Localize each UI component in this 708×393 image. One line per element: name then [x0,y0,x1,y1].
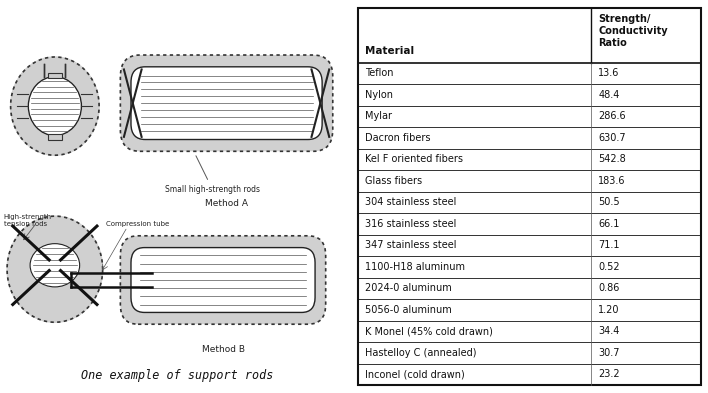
Text: Small high-strength rods: Small high-strength rods [165,156,260,194]
Text: 5056-0 aluminum: 5056-0 aluminum [365,305,452,315]
FancyBboxPatch shape [48,134,62,140]
Text: 50.5: 50.5 [598,197,620,208]
Text: 183.6: 183.6 [598,176,626,186]
Text: 23.2: 23.2 [598,369,620,380]
FancyBboxPatch shape [131,248,315,312]
Text: Method B: Method B [202,345,244,354]
Text: 48.4: 48.4 [598,90,620,100]
Text: 542.8: 542.8 [598,154,626,164]
Text: 1100-H18 aluminum: 1100-H18 aluminum [365,262,464,272]
FancyBboxPatch shape [131,67,322,140]
Circle shape [11,57,99,155]
Ellipse shape [30,244,79,287]
Text: 71.1: 71.1 [598,241,620,250]
Circle shape [28,77,81,136]
Text: Inconel (cold drawn): Inconel (cold drawn) [365,369,464,380]
Text: 286.6: 286.6 [598,111,626,121]
Text: 630.7: 630.7 [598,133,626,143]
Text: 0.86: 0.86 [598,283,620,294]
Text: Method A: Method A [205,199,248,208]
Text: Kel F oriented fibers: Kel F oriented fibers [365,154,463,164]
Text: 30.7: 30.7 [598,348,620,358]
Text: K Monel (45% cold drawn): K Monel (45% cold drawn) [365,327,493,336]
Text: 1.20: 1.20 [598,305,620,315]
Text: Hastelloy C (annealed): Hastelloy C (annealed) [365,348,476,358]
Text: 2024-0 aluminum: 2024-0 aluminum [365,283,452,294]
Text: Strength/
Conductivity
Ratio: Strength/ Conductivity Ratio [598,13,668,48]
FancyBboxPatch shape [48,72,62,79]
Text: 34.4: 34.4 [598,327,620,336]
Text: 304 stainless steel: 304 stainless steel [365,197,456,208]
Text: Dacron fibers: Dacron fibers [365,133,430,143]
Text: Mylar: Mylar [365,111,392,121]
Text: 66.1: 66.1 [598,219,620,229]
Circle shape [7,216,103,322]
Text: One example of support rods: One example of support rods [81,369,273,382]
FancyBboxPatch shape [120,236,326,324]
Text: High-strength
tension rods: High-strength tension rods [4,214,52,227]
Text: 0.52: 0.52 [598,262,620,272]
Text: 13.6: 13.6 [598,68,620,78]
Text: 347 stainless steel: 347 stainless steel [365,241,456,250]
Text: Material: Material [365,46,414,55]
FancyBboxPatch shape [120,55,333,151]
Text: Glass fibers: Glass fibers [365,176,422,186]
Text: 316 stainless steel: 316 stainless steel [365,219,456,229]
Text: Nylon: Nylon [365,90,393,100]
Text: Compression tube: Compression tube [106,221,170,227]
Text: Teflon: Teflon [365,68,393,78]
